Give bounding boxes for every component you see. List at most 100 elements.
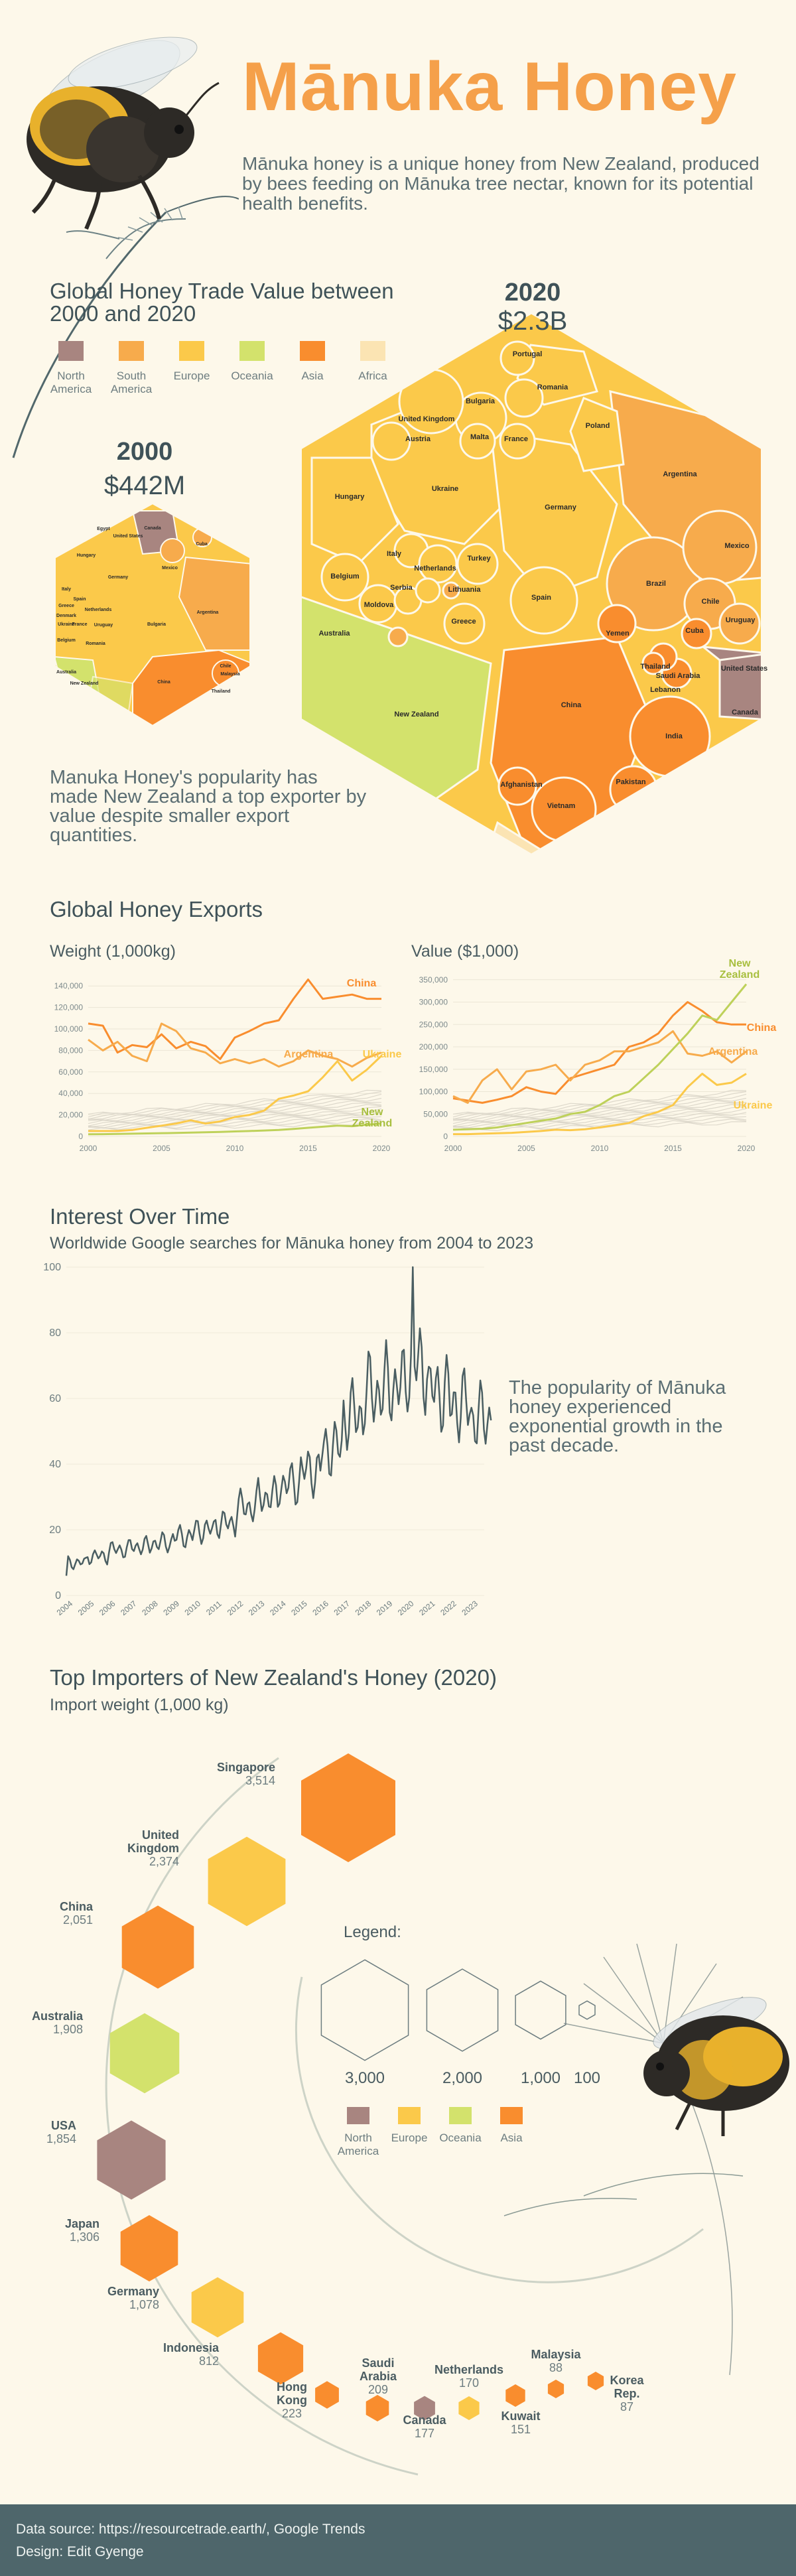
bee-illustration-top — [12, 36, 239, 458]
legend-label-0: North — [57, 370, 85, 382]
legend-label2-1: America — [111, 383, 153, 395]
weight-chart-bg-line-8 — [88, 1103, 382, 1121]
treemap-2020-label-36: Pakistan — [616, 778, 646, 786]
treemap-2020-label-29: United States — [721, 665, 767, 673]
treemap-2020-label-12: Mexico — [724, 542, 750, 550]
treemap-2020-label-32: New Zealand — [394, 711, 438, 718]
exports-charts: 0 20,000 40,000 60,000 80,000 100,000 120,000 1… — [54, 958, 777, 1153]
importer-legend-swatch-2 — [449, 2107, 472, 2124]
importer-hex-hong-kong — [315, 2381, 339, 2409]
importer-name-2-0: China — [60, 1900, 94, 1913]
weight-chart-ytick-6: 120,000 — [54, 1003, 84, 1012]
importer-hex-korea-rep — [587, 2372, 604, 2390]
importer-name-6-0: Germany — [107, 2285, 159, 2298]
treemap-2000-label-24: Thailand — [212, 689, 231, 694]
interest-xtick-9: 2013 — [247, 1599, 267, 1617]
weight-chart-series-ukraine — [88, 1055, 383, 1132]
importer-name-13-0: Malaysia — [531, 2348, 581, 2361]
weight-chart-bg-line-13 — [88, 1089, 382, 1115]
value-chart-label-2-1: Zealand — [720, 969, 760, 981]
interest-xtick-11: 2015 — [289, 1599, 309, 1617]
treemap-2020-label-31: Lebanon — [650, 686, 681, 694]
treemap-2000-label-4: Hungary — [77, 553, 96, 558]
treemap-2000-label-19: Australia — [56, 670, 76, 675]
importer-value-14: 87 — [620, 2400, 633, 2413]
legend-size-hex-2 — [515, 1980, 566, 2040]
legend-size-label-1: 2,000 — [442, 2069, 482, 2087]
footer: Data source: https://resourcetrade.earth… — [0, 2504, 796, 2576]
interest-ytick-5: 100 — [43, 1262, 61, 1273]
importer-name-0-0: Singapore — [217, 1761, 275, 1774]
weight-chart-xtick-0: 2000 — [80, 1144, 98, 1153]
treemap-2020-label-23: Greece — [451, 618, 476, 626]
exports-title: Global Honey Exports — [50, 897, 263, 921]
treemap-2020-label-4: Poland — [586, 422, 610, 430]
importer-legend-label2-0: America — [338, 2145, 379, 2157]
interest-xtick-2: 2006 — [98, 1599, 117, 1617]
importer-value-5: 1,306 — [70, 2230, 100, 2244]
treemap-2000-label-0: Egypt — [97, 527, 110, 531]
interest-xtick-19: 2023 — [460, 1599, 480, 1617]
treemap-2020-label-6: Malta — [470, 433, 490, 441]
importer-hex-germany — [191, 2277, 244, 2338]
legend-label2-0: America — [50, 383, 92, 395]
importer-value-13: 88 — [549, 2361, 563, 2374]
importer-legend-swatch-1 — [398, 2107, 421, 2124]
importer-hex-indonesia — [257, 2332, 304, 2385]
treemap-2020-label-34: Canada — [732, 709, 759, 716]
interest-chart: 0 20 40 60 80 100 2004 2005 2006 2007 2008 2009 2010… — [43, 1262, 492, 1617]
weight-chart-ytick-7: 140,000 — [54, 981, 84, 990]
treemap-2020-label-5: Austria — [405, 435, 431, 443]
weight-chart-ytick-2: 40,000 — [58, 1089, 83, 1098]
treemap-2020-label-25: Uruguay — [726, 616, 756, 624]
legend-label-2: Europe — [174, 370, 210, 382]
treemap-2000-label-8: Spain — [73, 597, 86, 602]
importer-value-1: 2,374 — [149, 1855, 179, 1868]
treemap-2020-label-24: Yemen — [606, 630, 630, 638]
value-chart-title: Value ($1,000) — [411, 942, 519, 961]
interest-xtick-7: 2011 — [204, 1599, 224, 1617]
interest-xtick-1: 2005 — [76, 1599, 96, 1617]
value-chart-ytick-0: 0 — [443, 1132, 448, 1141]
value-chart-label-0-0: China — [747, 1022, 777, 1034]
treemap-2000-label-15: Uruguay — [94, 623, 113, 628]
importer-name-12-0: Kuwait — [501, 2409, 540, 2423]
importer-hex-singapore — [301, 1753, 395, 1862]
importer-value-3: 1,908 — [53, 2023, 83, 2036]
value-chart-ytick-4: 200,000 — [419, 1042, 448, 1051]
interest-xtick-3: 2007 — [119, 1599, 139, 1617]
weight-chart-bg-line-1 — [88, 1118, 382, 1130]
treemap-2000-label-23: Malaysia — [220, 672, 239, 677]
treemap-2020-label-33: China — [561, 701, 582, 709]
treemap-2020-label-16: Belgium — [330, 573, 360, 580]
importer-name-3-0: Australia — [32, 2009, 84, 2023]
legend-size-label-0: 3,000 — [345, 2069, 385, 2087]
treemap-2000-label-9: Greece — [58, 604, 74, 608]
importer-hex-malaysia — [547, 2380, 564, 2398]
importer-hex-saudi-arabia — [365, 2395, 389, 2421]
value-chart-bg-line-13 — [452, 1089, 747, 1115]
interest-xtick-5: 2009 — [161, 1599, 181, 1617]
treemap-2000-label-22: Chile — [220, 664, 231, 669]
importer-value-11: 170 — [459, 2376, 479, 2390]
interest-ytick-2: 40 — [49, 1459, 61, 1470]
importer-legend-label-0: North — [344, 2132, 372, 2144]
treemap-2020-label-1: Romania — [537, 383, 568, 391]
value-2020-label: $2.3B — [498, 306, 568, 336]
interest-title: Interest Over Time — [50, 1204, 230, 1229]
treemap-2000-label-1: Canada — [144, 526, 161, 531]
treemap-2020-label-17: Serbia — [390, 584, 413, 592]
importer-legend-label-1: Europe — [391, 2132, 428, 2144]
interest-note: The popularity of Mānuka honey experienc… — [509, 1377, 726, 1456]
treemap-2020-label-28: Thailand — [640, 663, 670, 671]
value-chart-ytick-1: 50,000 — [423, 1109, 448, 1119]
importer-name-7-0: Indonesia — [163, 2341, 220, 2354]
value-chart-xtick-0: 2000 — [444, 1144, 462, 1153]
importer-legend-title: Legend: — [344, 1923, 401, 1941]
treemap-2000-label-16: Bulgaria — [147, 622, 166, 627]
legend-swatch-4 — [300, 341, 325, 361]
importers-title: Top Importers of New Zealand's Honey (20… — [50, 1665, 497, 1690]
weight-chart-ytick-1: 20,000 — [58, 1111, 83, 1120]
interest-xtick-18: 2022 — [438, 1599, 458, 1617]
